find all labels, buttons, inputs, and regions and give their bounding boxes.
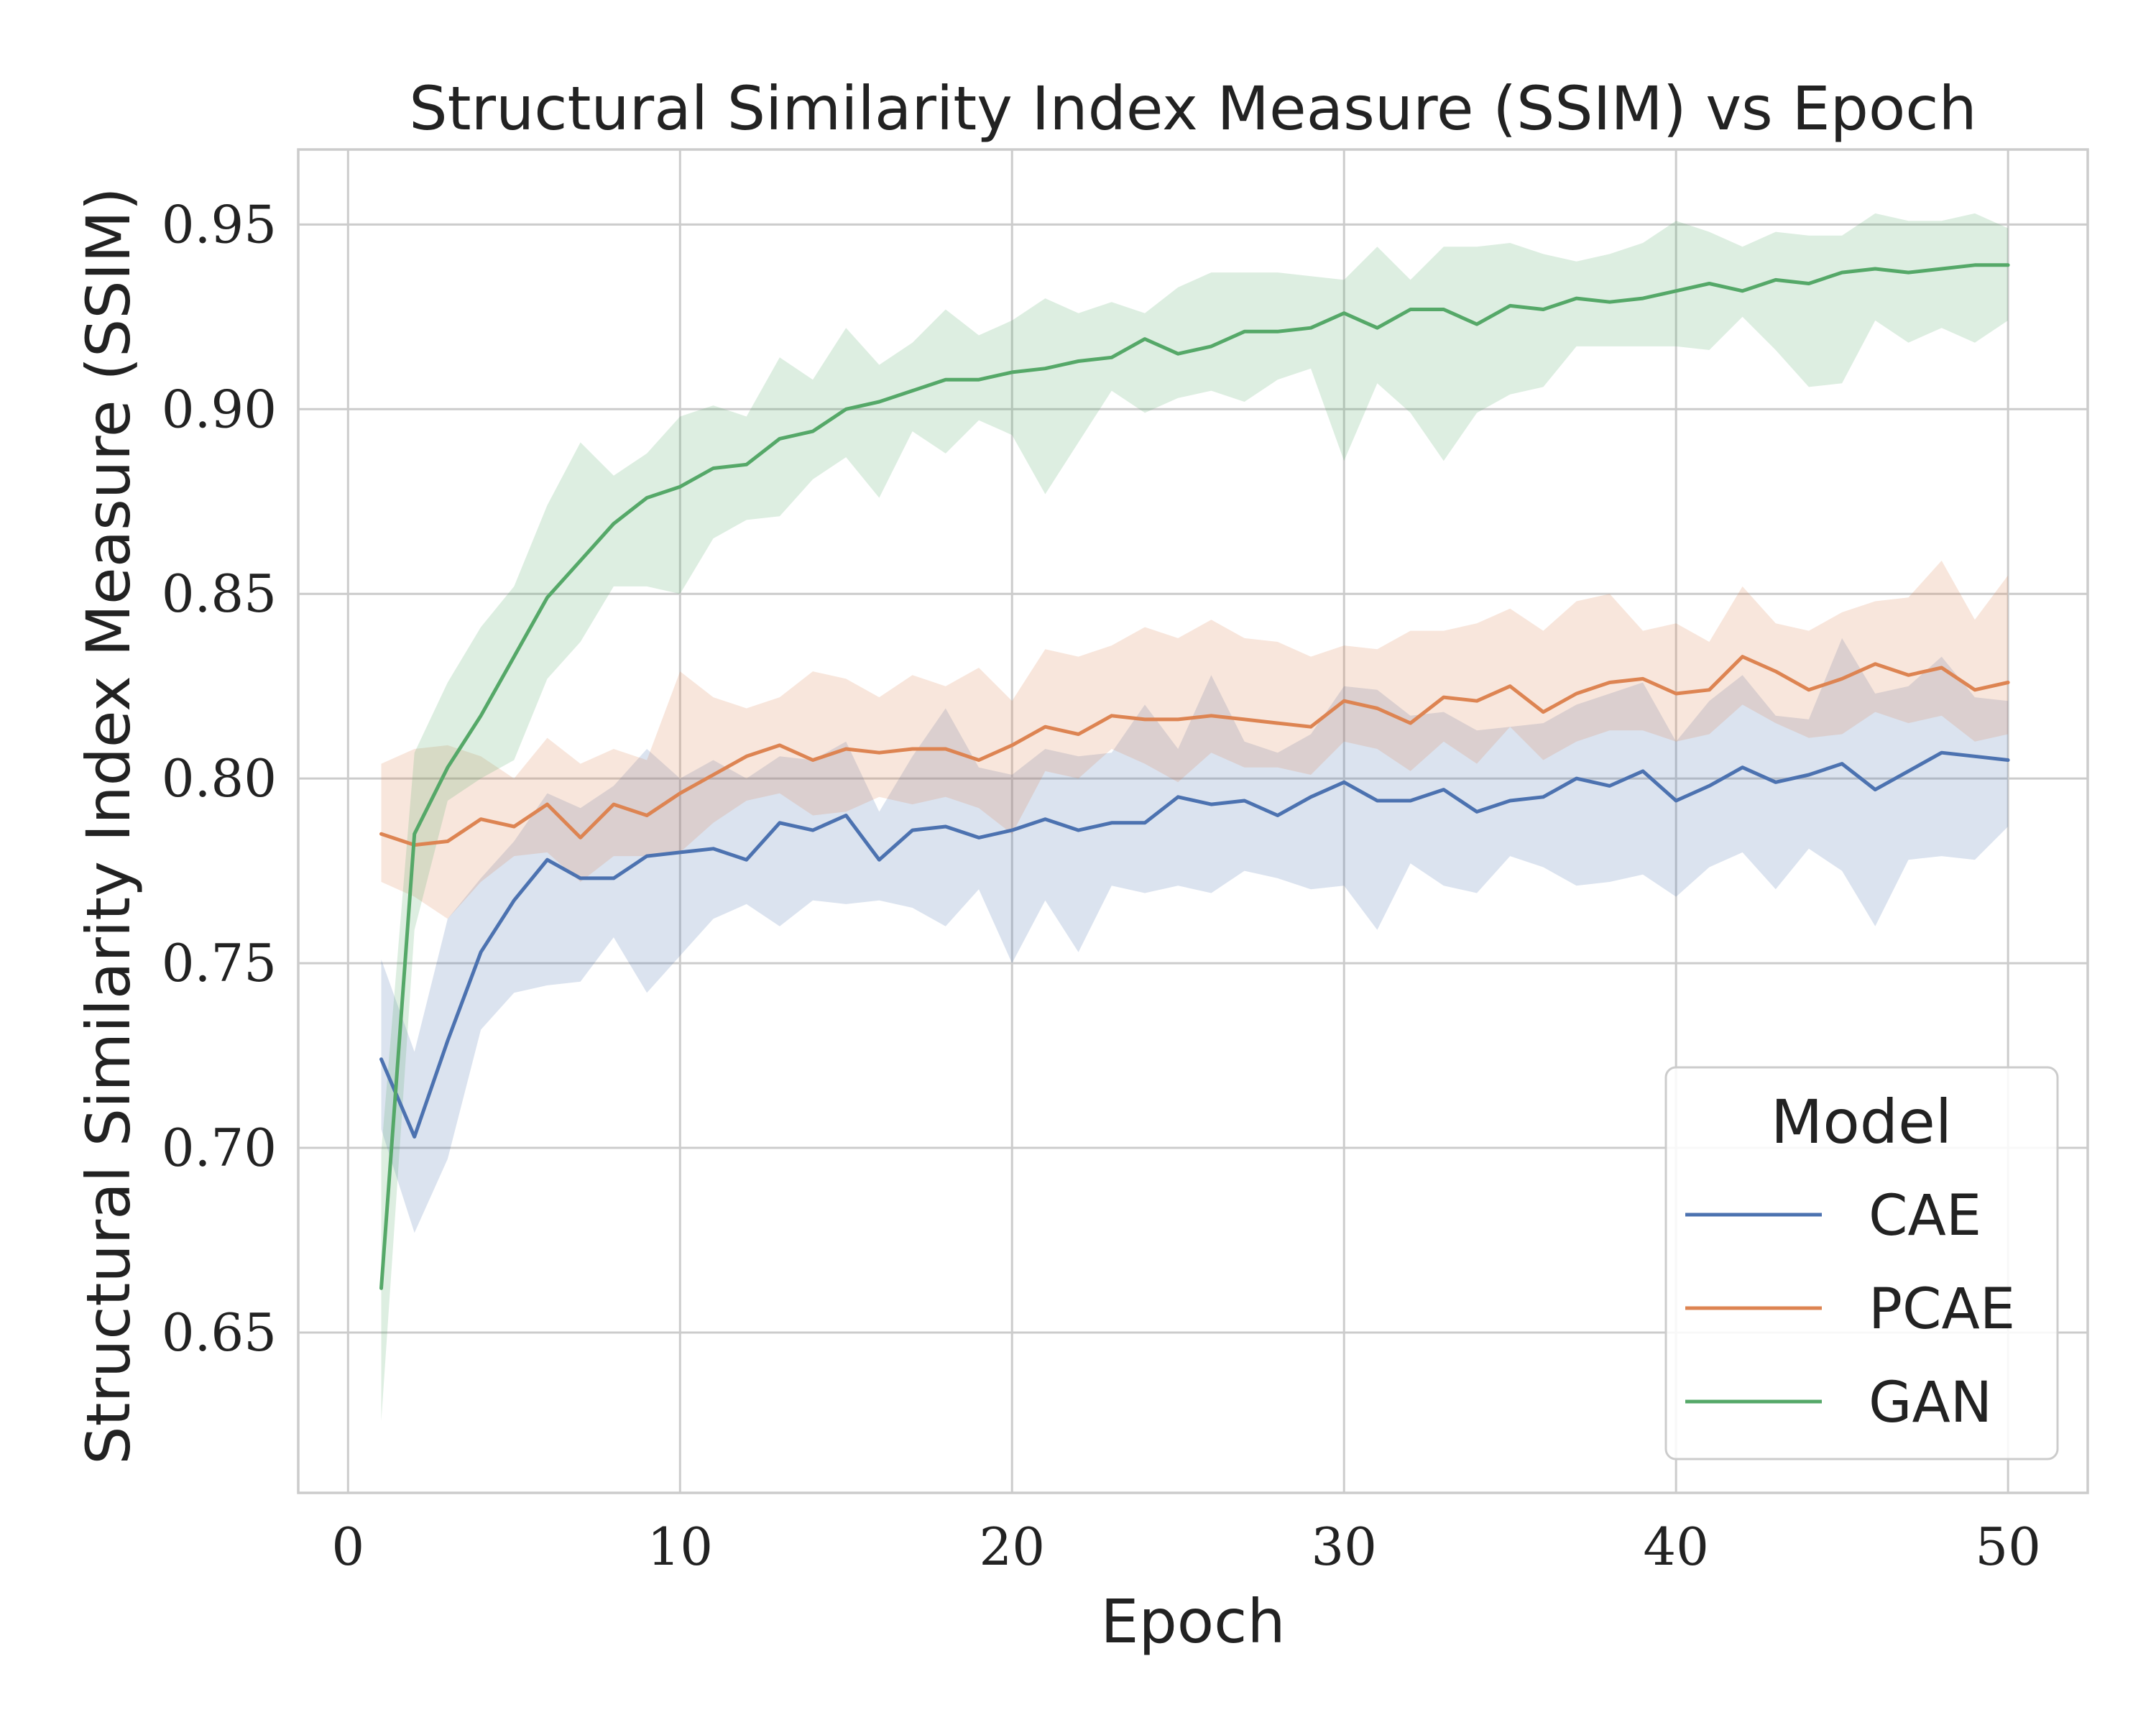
pcae-series-line — [379, 655, 2010, 847]
legend-box — [1664, 1066, 2059, 1460]
cae-confidence-band — [381, 638, 2009, 1233]
x-tick-label: 20 — [979, 1517, 1045, 1577]
x-tick-label: 40 — [1643, 1517, 1709, 1577]
legend-label-gan: GAN — [1869, 1371, 1992, 1435]
confidence-bands — [381, 213, 2009, 1422]
series-lines — [379, 263, 2010, 1290]
y-tick-label: 0.95 — [162, 194, 277, 254]
legend-title: Model — [1771, 1087, 1952, 1157]
y-tick-label: 0.85 — [162, 564, 277, 624]
y-axis-label: Structural Similarity Index Measure (SSI… — [73, 187, 144, 1464]
pcae-confidence-band — [381, 561, 2009, 919]
x-tick-label: 10 — [647, 1517, 713, 1577]
plot-frame — [297, 148, 2089, 1494]
legend-label-pcae: PCAE — [1869, 1277, 2015, 1342]
y-tick-label: 0.80 — [162, 748, 277, 809]
x-tick-label: 50 — [1975, 1517, 2041, 1577]
cae-series-line — [379, 750, 2010, 1139]
legend-entries: CAE PCAE GAN — [1685, 1184, 2015, 1435]
gan-series-line — [379, 263, 2010, 1290]
gan-confidence-band — [381, 213, 2009, 1422]
x-axis-label: Epoch — [1100, 1586, 1285, 1657]
y-tick-label: 0.90 — [162, 379, 277, 439]
tick-labels: 0 10 20 30 40 50 0.65 0.70 0.75 0.80 0.85 0.90 0.95 — [162, 194, 2041, 1577]
y-tick-label: 0.70 — [162, 1118, 277, 1178]
x-tick-label: 30 — [1311, 1517, 1377, 1577]
chart-title: Structural Similarity Index Measure (SSI… — [409, 73, 1976, 144]
y-tick-label: 0.75 — [162, 933, 277, 993]
legend-label-cae: CAE — [1869, 1184, 1981, 1248]
x-tick-label: 0 — [331, 1517, 364, 1577]
legend: Model CAE PCAE GAN — [1664, 1066, 2059, 1460]
y-tick-label: 0.65 — [162, 1302, 277, 1363]
